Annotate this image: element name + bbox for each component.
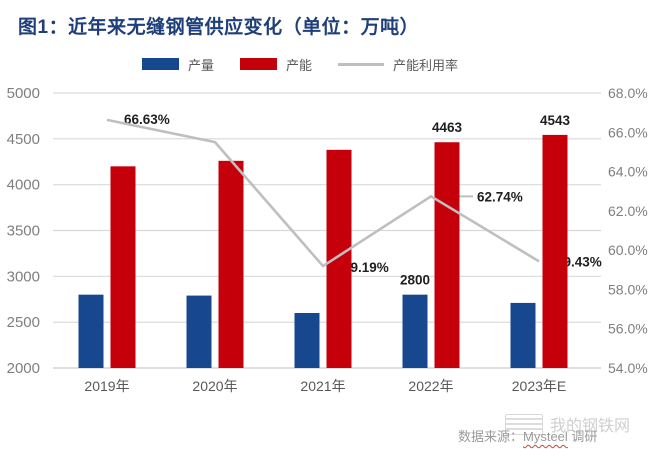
bar-production-0 [78, 294, 104, 368]
bar-capacity-3 [434, 142, 460, 368]
watermark: 我的钢铁网 [505, 412, 630, 436]
left-axis-tick: 4000 [7, 177, 40, 194]
left-axis-tick: 3500 [7, 223, 40, 240]
bar-capacity-4 [542, 134, 568, 368]
x-axis-label-0: 2019年 [84, 378, 129, 394]
bar-capacity-1 [218, 160, 244, 368]
chart-legend: 产量 产能 产能利用率 [0, 55, 600, 73]
production-swatch-icon [141, 58, 179, 70]
utilization-line [106, 118, 540, 268]
legend-item-production: 产量 [141, 55, 214, 74]
right-axis-tick: 56.0% [608, 321, 648, 337]
watermark-text: 我的钢铁网 [550, 418, 631, 435]
bar-production-3 [402, 294, 428, 368]
legend-label-production: 产量 [187, 57, 214, 73]
x-axis-label-2: 2021年 [300, 378, 345, 394]
capacity-data-label: 4463 [432, 120, 463, 135]
data-source: 数据来源：Mysteel 调研 [458, 426, 597, 445]
source-name: Mysteel [523, 429, 568, 444]
bar-production-4 [510, 302, 536, 368]
utilization-data-label: 62.74% [477, 189, 523, 204]
left-axis-tick: 3000 [7, 268, 40, 285]
legend-item-utilization: 产能利用率 [338, 55, 458, 74]
legend-item-capacity: 产能 [239, 55, 312, 74]
chart-title: 图1：近年来无缝钢管供应变化（单位：万吨） [18, 17, 420, 38]
legend-label-capacity: 产能 [285, 57, 312, 73]
capacity-data-label: 4543 [540, 113, 571, 128]
capacity-swatch-icon [239, 58, 277, 70]
utilization-data-label: 59.19% [343, 260, 389, 275]
left-axis-tick: 2500 [7, 314, 40, 331]
bar-production-2 [294, 313, 320, 368]
right-axis-tick: 64.0% [608, 164, 648, 180]
right-axis-tick: 68.0% [608, 85, 648, 101]
utilization-data-label: 66.63% [124, 112, 170, 127]
bar-production-1 [186, 295, 212, 368]
source-prefix: 数据来源： [458, 429, 524, 444]
bar-capacity-0 [110, 166, 136, 368]
right-axis-tick: 66.0% [608, 124, 648, 140]
production-data-label: 2800 [400, 273, 430, 288]
left-axis-tick: 4500 [7, 131, 40, 148]
legend-label-utilization: 产能利用率 [393, 57, 459, 73]
source-suffix: 调研 [567, 429, 598, 444]
right-axis-tick: 62.0% [608, 203, 648, 219]
left-axis-tick: 2000 [7, 360, 40, 377]
left-axis-tick: 5000 [7, 85, 40, 102]
right-axis-tick: 60.0% [608, 242, 648, 258]
mysteel-logo-icon [505, 413, 543, 435]
x-axis-label-1: 2020年 [192, 378, 237, 394]
bar-capacity-2 [326, 149, 352, 368]
right-axis-tick: 58.0% [608, 281, 648, 297]
right-axis-tick: 54.0% [608, 360, 648, 376]
x-axis-label-4: 2023年E [512, 378, 566, 394]
utilization-line-swatch-icon [338, 62, 384, 66]
x-axis-label-3: 2022年 [408, 378, 453, 394]
